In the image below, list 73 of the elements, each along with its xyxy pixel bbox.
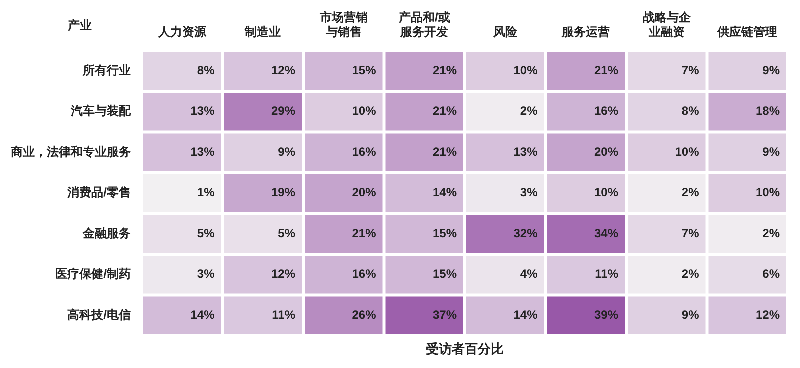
data-label: 11% xyxy=(595,267,619,282)
data-label: 7% xyxy=(682,63,700,78)
data-label: 10% xyxy=(594,186,619,200)
data-label: 14% xyxy=(432,186,458,200)
x-tick-label: 风险 xyxy=(492,24,518,39)
data-label: 3% xyxy=(197,267,216,282)
x-tick-label: 产品和/或服务开发 xyxy=(398,10,450,39)
data-label: 9% xyxy=(278,144,296,159)
data-label: 4% xyxy=(520,267,538,282)
data-label: 21% xyxy=(352,226,377,240)
x-tick-label: 服务运营 xyxy=(561,24,610,39)
data-label: 2% xyxy=(682,186,700,200)
data-label: 21% xyxy=(432,104,458,118)
y-tick-label: 消费品/零售 xyxy=(66,186,131,200)
y-tick-label: 汽车与装配 xyxy=(70,104,132,118)
data-label: 19% xyxy=(271,186,296,200)
data-label: 15% xyxy=(352,63,377,78)
x-tick-label: 供应链管理 xyxy=(716,24,778,39)
data-label: 14% xyxy=(190,308,216,322)
data-label: 16% xyxy=(594,104,619,118)
x-tick-label: 战略与企业融资 xyxy=(642,10,692,39)
data-label: 34% xyxy=(594,226,619,240)
data-label: 26% xyxy=(352,308,377,322)
data-label: 10% xyxy=(514,63,538,78)
data-label: 9% xyxy=(762,63,780,78)
data-label: 9% xyxy=(762,144,780,159)
data-label: 9% xyxy=(682,308,700,322)
data-label: 10% xyxy=(675,144,700,159)
data-label: 12% xyxy=(271,63,296,78)
data-label: 8% xyxy=(197,63,216,78)
data-label: 18% xyxy=(756,104,780,118)
x-tick-label: 人力资源 xyxy=(157,24,208,39)
data-label: 3% xyxy=(520,186,538,200)
data-label: 8% xyxy=(682,104,700,118)
data-label: 37% xyxy=(432,308,458,322)
y-tick-label: 金融服务 xyxy=(82,226,131,240)
data-label: 12% xyxy=(756,308,780,322)
x-axis-title: 受访者百分比 xyxy=(425,342,504,357)
y-tick-label: 所有行业 xyxy=(82,63,131,78)
data-label: 2% xyxy=(520,104,538,118)
x-tick-label: 制造业 xyxy=(244,24,282,39)
data-label: 29% xyxy=(271,104,296,118)
data-label: 2% xyxy=(682,267,700,282)
data-label: 12% xyxy=(271,267,296,282)
data-label: 21% xyxy=(432,63,458,78)
data-label: 1% xyxy=(197,186,216,200)
data-label: 15% xyxy=(432,226,458,240)
data-label: 39% xyxy=(594,308,619,322)
data-label: 7% xyxy=(682,226,700,240)
data-label: 2% xyxy=(762,226,780,240)
data-label: 10% xyxy=(352,104,377,118)
data-label: 13% xyxy=(190,104,216,118)
data-label: 21% xyxy=(432,144,458,159)
x-tick-label: 市场营销与销售 xyxy=(318,10,368,39)
y-tick-label: 医疗保健/制药 xyxy=(56,267,131,282)
data-label: 5% xyxy=(278,226,296,240)
data-label: 13% xyxy=(514,144,538,159)
y-tick-label: 高科技/电信 xyxy=(68,308,131,322)
data-label: 11% xyxy=(272,308,296,322)
data-label: 6% xyxy=(762,267,780,282)
data-label: 21% xyxy=(594,63,619,78)
y-tick-label: 商业，法律和专业服务 xyxy=(10,144,131,159)
data-label: 14% xyxy=(514,308,538,322)
data-label: 10% xyxy=(756,186,780,200)
data-label: 16% xyxy=(352,267,377,282)
data-label: 32% xyxy=(514,226,538,240)
data-label: 5% xyxy=(197,226,216,240)
y-axis-title: 产业 xyxy=(67,18,92,32)
data-label: 15% xyxy=(432,267,458,282)
data-label: 13% xyxy=(190,144,216,159)
data-label: 20% xyxy=(352,186,377,200)
data-label: 20% xyxy=(594,144,619,159)
data-label: 16% xyxy=(352,144,377,159)
